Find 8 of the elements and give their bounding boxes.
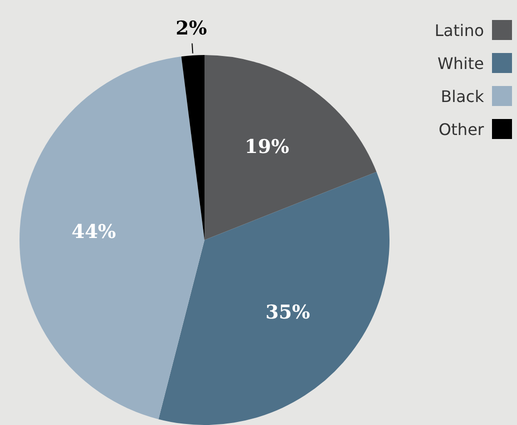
legend-label: White [437,54,484,72]
legend-label: Black [440,86,484,106]
data-label: 44% [71,220,116,243]
data-label: 2% [176,17,207,40]
data-label: 35% [266,301,310,324]
data-label: 19% [244,136,290,158]
legend-label: Latino [434,20,484,40]
legend-label: Other [438,120,484,138]
